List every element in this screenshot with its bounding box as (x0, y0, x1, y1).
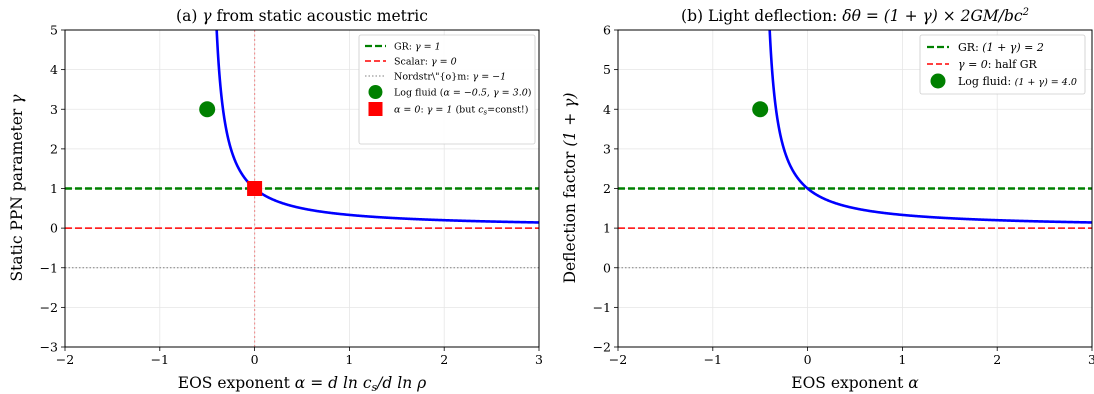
panel-b-ticks: −2 −1 0 1 2 3 −2 −1 0 1 2 3 4 5 6 (593, 23, 1094, 368)
y-tick-label: 0 (603, 260, 611, 275)
legend-log-fluid-label: Log fluid: (1 + γ) = 4.0 (958, 75, 1077, 88)
y-tick-label: 0 (50, 221, 58, 236)
x-tick-label: −2 (609, 352, 627, 367)
legend-log-fluid-marker (368, 85, 383, 99)
y-tick-label: 1 (50, 181, 58, 196)
panel-b-xlabel: EOS exponent α (791, 374, 919, 392)
alpha-zero-point (247, 181, 263, 196)
legend-alpha-zero-marker (368, 102, 383, 116)
y-tick-label: −2 (593, 340, 611, 355)
x-tick-label: 1 (345, 352, 353, 367)
legend-scalar-label: Scalar: γ = 0 (394, 57, 457, 68)
legend-box (358, 34, 536, 145)
plot-area (65, 30, 539, 347)
log-fluid-point (752, 101, 769, 118)
y-tick-label: 2 (50, 141, 58, 156)
y-tick-label: 5 (603, 62, 611, 77)
y-tick-label: −1 (593, 300, 611, 315)
x-tick-label: −2 (56, 352, 74, 367)
x-tick-label: 1 (898, 352, 906, 367)
gamma-curve (768, 30, 1092, 224)
panel-b-series (618, 30, 1092, 269)
x-tick-label: −1 (704, 352, 722, 367)
legend-log-fluid-marker (930, 73, 946, 89)
legend-log-fluid-label: Log fluid (α = −0.5, γ = 3.0) (394, 88, 531, 99)
x-tick-label: 2 (440, 352, 448, 367)
legend-gr-label: GR: (1 + γ) = 2 (958, 41, 1044, 54)
panel-a-title: (a) γ from static acoustic metric (176, 7, 428, 25)
legend-alpha-zero-label: α = 0: γ = 1 (but cs=const!) (394, 105, 528, 117)
y-tick-label: 1 (603, 221, 611, 236)
y-tick-label: 3 (50, 102, 58, 117)
log-fluid-point (199, 101, 216, 118)
x-tick-label: 3 (1088, 352, 1094, 367)
panel-b-title: (b) Light deflection: δθ = (1 + γ) × 2GM… (681, 7, 1029, 25)
plot-area (618, 30, 1092, 269)
x-tick-label: 3 (535, 352, 543, 367)
y-tick-label: −1 (40, 260, 58, 275)
gamma-curve (215, 30, 539, 224)
y-tick-label: 5 (50, 23, 58, 38)
panel-a: (a) γ from static acoustic metric −2 −1 0 1… (8, 7, 543, 394)
x-tick-label: 2 (993, 352, 1001, 367)
x-tick-label: 0 (251, 352, 259, 367)
y-tick-label: 4 (603, 102, 611, 117)
panel-b: (b) Light deflection: δθ = (1 + γ) × 2GM… (561, 7, 1094, 392)
y-tick-label: 3 (603, 141, 611, 156)
panel-a-ylabel: Static PPN parameter γ (8, 94, 26, 282)
y-tick-label: 4 (50, 62, 58, 77)
y-tick-label: −2 (40, 300, 58, 315)
y-tick-label: 6 (603, 23, 611, 38)
panel-a-series (65, 30, 539, 347)
panel-a-xlabel: EOS exponent α = d ln cs/d ln ρ (178, 374, 426, 394)
legend-half-gr-label: γ = 0: half GR (958, 58, 1038, 71)
y-tick-label: −3 (40, 340, 58, 355)
panel-a-legend: GR: γ = 1 Scalar: γ = 0 Nordstr\"{o}m: γ… (358, 34, 536, 145)
x-tick-label: −1 (151, 352, 169, 367)
legend-gr-label: GR: γ = 1 (394, 42, 441, 53)
x-tick-label: 0 (804, 352, 812, 367)
y-tick-label: 2 (603, 181, 611, 196)
legend-box (919, 34, 1086, 95)
legend-nordstrom-label: Nordstr\"{o}m: γ = −1 (394, 72, 506, 83)
panel-b-legend: GR: (1 + γ) = 2 γ = 0: half GR Log fluid… (919, 34, 1086, 95)
panel-b-ylabel: Deflection factor (1 + γ) (561, 93, 579, 284)
